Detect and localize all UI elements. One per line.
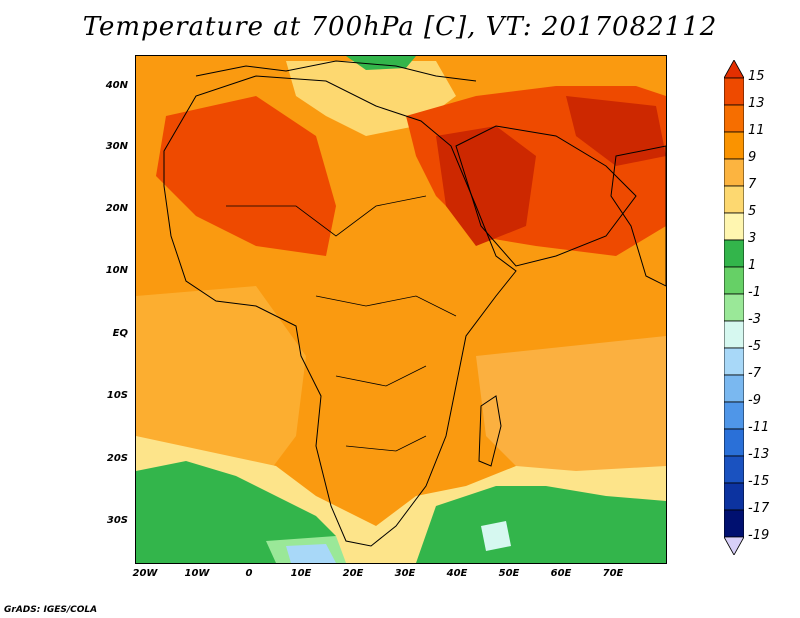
africa-outline: [163, 75, 517, 547]
colorbar-label: -7: [748, 366, 761, 381]
lat-label-eq: EQ: [112, 328, 128, 339]
colorbar-label: -15: [748, 474, 770, 489]
colorbar-label: 1: [748, 258, 757, 273]
colorbar-label: 15: [748, 69, 765, 84]
colorbar-segment: [724, 482, 744, 511]
colorbar-segment: [724, 131, 744, 160]
colorbar-label: 5: [748, 204, 757, 219]
lat-label-30s: 30S: [106, 515, 128, 526]
hot-zone-sahara: [156, 96, 336, 256]
lat-label-20s: 20S: [106, 453, 128, 464]
colorbar-segment: [724, 77, 744, 106]
green-zone-east: [416, 486, 666, 563]
green-zone-west: [136, 461, 336, 563]
colorbar-label: 13: [748, 96, 765, 111]
temperature-map: [136, 56, 666, 563]
colorbar-segment: [724, 158, 744, 187]
colorbar-top-arrow: [724, 60, 744, 79]
colorbar-segment: [724, 320, 744, 349]
map-frame: [135, 55, 667, 564]
colorbar-label: -5: [748, 339, 761, 354]
colorbar-label: -19: [748, 528, 770, 543]
colorbar-segment: [724, 185, 744, 214]
blue-zone: [286, 544, 336, 563]
hottest-zone-iran: [566, 96, 666, 166]
colorbar-label: 7: [748, 177, 757, 192]
colorbar-segment: [724, 428, 744, 457]
hottest-zone-arabia: [436, 126, 536, 246]
lon-label-30e: 30E: [394, 568, 416, 579]
lon-label-0: 0: [245, 568, 253, 579]
lon-label-20w: 20W: [132, 568, 158, 579]
colorbar-segment: [724, 455, 744, 484]
lat-label-40n: 40N: [105, 80, 128, 91]
colorbar-label: -9: [748, 393, 761, 408]
pale-cyan-zone: [481, 521, 511, 551]
credit-text: GrADS: IGES/COLA: [4, 605, 98, 615]
colorbar-segment: [724, 104, 744, 133]
ocean-field-2: [476, 336, 666, 486]
colorbar-label: -3: [748, 312, 761, 327]
lon-label-40e: 40E: [446, 568, 468, 579]
lon-label-10e: 10E: [290, 568, 312, 579]
colorbar-label: 9: [748, 150, 757, 165]
colorbar-label: -11: [748, 420, 770, 435]
india-outline: [610, 145, 666, 287]
arabia-outline: [455, 125, 637, 267]
colorbar-segment: [724, 509, 744, 538]
border-line-4: [345, 435, 427, 452]
colorbar-label: -13: [748, 447, 770, 462]
border-line-2: [315, 295, 457, 317]
lon-label-20e: 20E: [342, 568, 364, 579]
colorbar-segment: [724, 401, 744, 430]
lat-label-10s: 10S: [106, 390, 128, 401]
colorbar-segment: [724, 293, 744, 322]
chart-title: Temperature at 700hPa [C], VT: 201708211…: [82, 12, 718, 42]
lat-label-30n: 30N: [105, 141, 128, 152]
lon-label-70e: 70E: [602, 568, 624, 579]
colorbar-bottom-arrow: [724, 536, 744, 555]
colorbar-segment: [724, 239, 744, 268]
lon-label-50e: 50E: [498, 568, 520, 579]
colorbar-segment: [724, 212, 744, 241]
colorbar-segment: [724, 266, 744, 295]
colorbar: [724, 60, 744, 555]
lat-label-20n: 20N: [105, 203, 128, 214]
border-line-1: [226, 195, 427, 237]
colorbar-label: 11: [748, 123, 765, 138]
colorbar-label: 3: [748, 231, 757, 246]
border-line-3: [335, 365, 427, 387]
colorbar-segment: [724, 347, 744, 376]
lon-label-60e: 60E: [550, 568, 572, 579]
colorbar-label: -17: [748, 501, 770, 516]
lat-label-10n: 10N: [105, 265, 128, 276]
lon-label-10w: 10W: [184, 568, 210, 579]
europe-coastline: [195, 60, 477, 82]
ocean-field-1: [136, 286, 306, 476]
colorbar-segment: [724, 374, 744, 403]
colorbar-label: -1: [748, 285, 761, 300]
madagascar-outline: [478, 395, 502, 467]
